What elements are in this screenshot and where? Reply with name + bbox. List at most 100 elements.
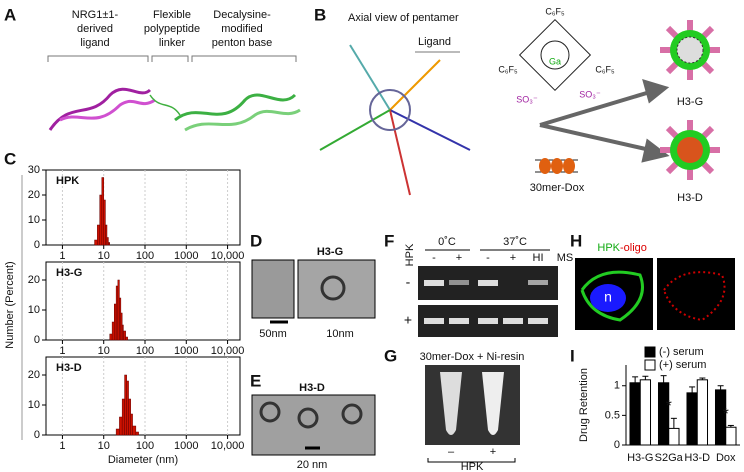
x-tick-label: 100 [136,440,154,452]
legend-swatch [644,359,656,371]
label: modified [221,23,263,35]
label: 10nm [326,328,354,340]
histogram-bar [126,380,129,436]
plot-frame [45,261,241,341]
tube [440,372,462,435]
signal [580,270,644,322]
histogram-bar [130,413,133,436]
y-tick-label: 10 [28,304,40,316]
panel-label: A [4,5,16,24]
histogram-bar [103,199,106,246]
histogram-bar [108,242,110,246]
histogram-bar [115,285,119,341]
label: derived [77,23,113,35]
histogram-bar [119,416,123,436]
label: – [448,446,455,458]
histogram-bar [114,303,117,341]
y-tick-label: 0 [34,239,40,251]
tube [482,372,504,435]
em-image [251,259,295,319]
x-tick-label: S2Ga [655,452,684,464]
annotation: * [723,406,729,423]
plot-frame [45,169,241,246]
label: n [604,289,612,305]
arrows [539,79,670,163]
x-tick-label: 1000 [174,250,198,262]
label: -oligo [620,242,647,254]
bar [714,389,727,446]
x-tick-label: H3-D [684,452,710,464]
label: - [406,274,411,290]
label: H3-D [677,192,703,204]
x-tick-label: 100 [136,345,154,357]
label: 30mer-Dox + Ni-resin [420,351,525,363]
panel-label: H [570,231,582,250]
photo [425,365,520,445]
label: SO₃⁻ [579,89,601,99]
histogram-bar [111,321,115,341]
label: C₆F₅ [595,64,615,74]
x-tick-label: 10,000 [211,440,245,452]
y-tick-label: 0.5 [605,409,620,421]
x-tick-label: 100 [136,250,154,262]
label: + [456,252,462,264]
panel-label: E [250,371,261,390]
bar [686,392,698,446]
y-tick-label: 20 [28,369,40,381]
histogram-bar [115,428,120,436]
particle [660,120,720,180]
pentamer [319,44,471,196]
histogram-bar [121,398,125,436]
label: H3-G [677,96,703,108]
x-tick-label: 10 [98,440,110,452]
histogram-bar [106,237,109,246]
y-tick-label: 0 [614,439,620,451]
label: H3-G [317,246,343,258]
histogram-bar [101,177,104,246]
plot-frame [45,356,241,436]
histogram-bar [94,239,98,246]
histogram-bar [109,333,113,341]
x-tick-label: 1000 [174,440,198,452]
x-tick-label: 1 [59,345,65,357]
label: - [486,252,490,264]
bar [639,379,652,446]
particle [320,275,346,301]
bar [668,427,680,446]
braces [47,55,297,62]
label: C₆F₅ [545,6,565,16]
label: 20 nm [297,459,328,471]
histogram-bar [135,431,139,436]
label: + [490,446,496,458]
histogram-bar [105,224,108,246]
chart-title: HPK [56,175,79,187]
histogram-bar [124,374,127,436]
label: polypeptide [144,23,200,35]
legend-swatch [644,346,656,358]
label: MS [557,252,574,264]
y-tick-label: 20 [28,274,40,286]
micrograph [657,258,735,330]
em-image [297,259,376,319]
label: + [510,252,516,264]
histogram-bar [99,194,103,246]
x-tick-label: 10,000 [211,345,245,357]
label: penton base [212,37,273,49]
panel-label: D [250,231,262,250]
annotation: * [666,398,672,415]
axis-label: Diameter (nm) [108,454,178,466]
y-tick-label: 0 [34,334,40,346]
histogram-bar [125,336,128,341]
y-tick-label: 1 [614,380,620,392]
y-tick-label: 20 [28,189,40,201]
x-tick-label: Dox [716,452,736,464]
axis-label: Drug Retention [578,368,590,442]
panel-label: G [384,346,397,365]
y-tick-label: 30 [28,164,40,176]
label: Flexible [153,9,191,21]
panel-label: I [570,346,575,365]
legend-label: (-) serum [659,346,704,358]
dox-icon [535,158,578,174]
x-tick-label: 10,000 [211,250,245,262]
label: C₆F₅ [498,64,518,74]
